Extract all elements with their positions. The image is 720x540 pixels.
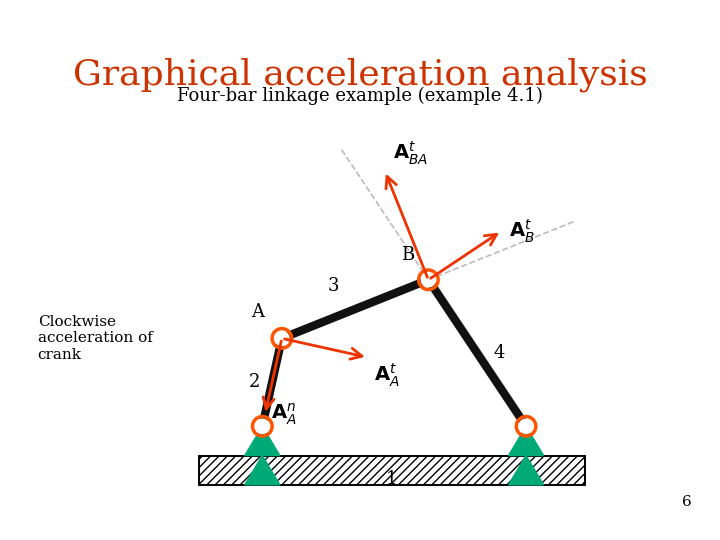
Bar xyxy=(199,456,585,485)
Text: $\mathbf{A}^t_B$: $\mathbf{A}^t_B$ xyxy=(509,217,535,245)
Bar xyxy=(199,456,585,485)
Text: 6: 6 xyxy=(683,495,692,509)
Circle shape xyxy=(274,330,289,346)
Text: $\mathbf{A}^t_A$: $\mathbf{A}^t_A$ xyxy=(374,361,399,389)
Text: A: A xyxy=(251,303,264,321)
Text: 3: 3 xyxy=(328,278,339,295)
Text: Clockwise
acceleration of
crank: Clockwise acceleration of crank xyxy=(37,315,153,362)
Polygon shape xyxy=(245,456,280,485)
Circle shape xyxy=(518,418,534,434)
Polygon shape xyxy=(245,426,280,456)
Text: Four-bar linkage example (example 4.1): Four-bar linkage example (example 4.1) xyxy=(177,86,543,105)
Text: 4: 4 xyxy=(493,344,505,362)
Text: 2: 2 xyxy=(249,373,260,392)
Circle shape xyxy=(420,272,436,288)
Text: 1: 1 xyxy=(385,470,397,488)
Polygon shape xyxy=(508,426,544,456)
Text: $\mathbf{A}^t_{BA}$: $\mathbf{A}^t_{BA}$ xyxy=(392,140,428,167)
Text: Graphical acceleration analysis: Graphical acceleration analysis xyxy=(73,57,647,92)
Text: B: B xyxy=(402,246,415,264)
Polygon shape xyxy=(508,456,544,485)
Text: $\mathbf{A}^n_A$: $\mathbf{A}^n_A$ xyxy=(271,402,297,427)
Circle shape xyxy=(254,418,270,434)
